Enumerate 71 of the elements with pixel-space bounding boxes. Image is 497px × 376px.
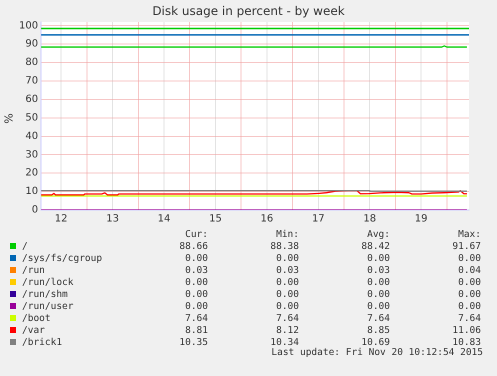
text: 10.69 [361, 337, 390, 348]
text: Min: [275, 229, 299, 241]
legend-label: /run/shm [21, 289, 69, 301]
x-tick-label: 17 [312, 214, 325, 225]
text: 0.00 [366, 277, 390, 289]
text: 0.00 [275, 301, 299, 313]
y-tick-label: 10 [25, 186, 38, 198]
text: 0.00 [366, 301, 390, 313]
chart-title: Disk usage in percent - by week [151, 4, 346, 18]
legend-label: /run/user [21, 301, 74, 313]
y-tick-label: 50 [25, 112, 38, 124]
text: 10.35 [178, 337, 208, 349]
text: Avg: [366, 229, 390, 241]
legend-label: /brick1 [21, 337, 64, 349]
text: 0.00 [275, 253, 299, 265]
text: 0.03 [275, 265, 299, 277]
x-tick-label: 18 [363, 214, 376, 225]
x-tick-label: 16 [260, 214, 274, 225]
text: 0.00 [366, 253, 390, 265]
y-axis-title: % [2, 113, 16, 124]
text: 10.34 [269, 337, 299, 348]
text: 8.12 [275, 325, 299, 337]
text: 7.64 [457, 313, 481, 325]
text: 0.00 [275, 277, 299, 289]
legend-label: / [21, 241, 29, 253]
text: 91.67 [451, 241, 481, 253]
text: 0.00 [184, 277, 208, 289]
text: 7.64 [275, 313, 299, 325]
text: 10.83 [451, 337, 481, 348]
text: 0.00 [457, 253, 481, 265]
y-tick-label: 90 [25, 38, 38, 50]
x-tick-label: 15 [209, 214, 222, 225]
text: 0.03 [366, 265, 390, 277]
legend-label: /run/lock [21, 277, 74, 289]
text: 0.00 [184, 253, 208, 265]
text: 0.00 [184, 289, 208, 301]
text: 0.03 [184, 265, 208, 277]
text: 8.85 [366, 325, 390, 337]
text: 11.06 [451, 325, 481, 337]
x-tick-label: 19 [414, 214, 428, 225]
text: 0.00 [457, 277, 481, 289]
legend-label: /boot [21, 313, 52, 325]
y-tick-label: 0 [32, 204, 38, 216]
text: Cur: [184, 229, 208, 241]
y-tick-label: 20 [25, 168, 38, 179]
text: Last update: Fri Nov 20 10:12:54 2015 [271, 347, 483, 358]
text: 7.64 [184, 313, 208, 325]
y-tick-label: 70 [25, 76, 38, 87]
x-tick-label: 12 [54, 214, 68, 225]
text: 88.66 [178, 241, 208, 253]
y-tick-label: 40 [25, 130, 38, 142]
x-tick-label: 14 [158, 214, 170, 225]
text: 0.00 [457, 289, 481, 301]
y-tick-label: 30 [25, 149, 38, 160]
text: 88.42 [360, 241, 390, 253]
text: 7.64 [366, 313, 390, 325]
legend-label: /var [21, 325, 46, 337]
text: Max: [457, 229, 481, 241]
text: 0.04 [457, 265, 481, 277]
text: 88.38 [269, 241, 299, 253]
text: 8.81 [184, 325, 208, 337]
legend-label: /run [21, 265, 46, 277]
y-tick-label: 100 [18, 20, 38, 32]
text: 0.00 [366, 289, 390, 301]
text: 0.00 [275, 289, 299, 301]
x-tick-label: 13 [106, 214, 119, 225]
y-tick-label: 80 [25, 57, 38, 68]
y-tick-label: 60 [25, 94, 38, 106]
legend-label: /sys/fs/cgroup [21, 253, 104, 265]
text: 0.00 [184, 301, 208, 313]
text: 0.00 [457, 301, 481, 313]
